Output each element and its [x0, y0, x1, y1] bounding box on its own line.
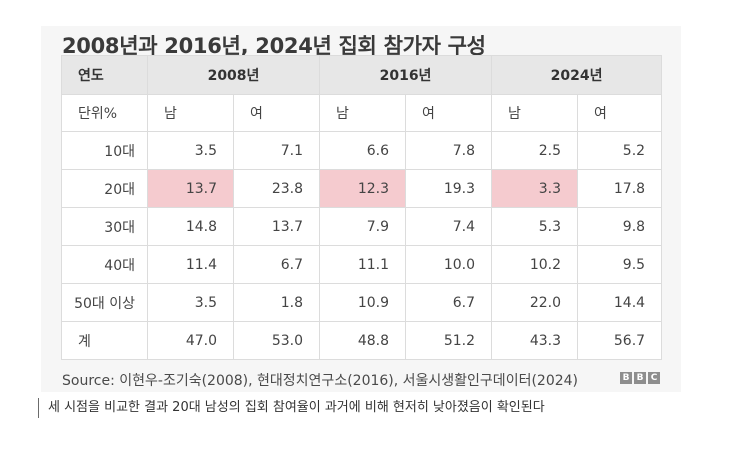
gender-header-male: 남 [491, 94, 579, 132]
table-cell: 6.6 [319, 131, 407, 170]
gender-header-male: 남 [147, 94, 234, 132]
age-group-label: 50대 이상 [61, 283, 148, 322]
table-cell: 7.1 [232, 131, 321, 170]
table-cell: 7.4 [405, 207, 493, 246]
participant-composition-table: 연도 2008년 2016년 2024년 단위% 남 여 남 여 남 여 10대… [61, 55, 663, 360]
bbc-logo: B B C [620, 372, 660, 384]
table-row: 40대 11.4 6.7 11.1 10.0 10.2 9.5 [61, 245, 663, 284]
table-cell: 11.1 [319, 245, 407, 284]
highlighted-cell-20s-male-2024: 3.3 [491, 169, 579, 208]
year-header-2024: 2024년 [491, 55, 663, 95]
gender-header-female: 여 [405, 94, 493, 132]
total-row: 계 47.0 53.0 48.8 51.2 43.3 56.7 [61, 321, 663, 360]
gender-header-female: 여 [577, 94, 663, 132]
highlighted-cell-20s-male-2016: 12.3 [319, 169, 407, 208]
table-cell: 6.7 [232, 245, 321, 284]
table-row: 30대 14.8 13.7 7.9 7.4 5.3 9.8 [61, 207, 663, 246]
table-row: 10대 3.5 7.1 6.6 7.8 2.5 5.2 [61, 131, 663, 170]
table-cell: 7.9 [319, 207, 407, 246]
bbc-logo-letter: B [634, 372, 646, 384]
table-row: 20대 13.7 23.8 12.3 19.3 3.3 17.8 [61, 169, 663, 208]
table-cell: 2.5 [491, 131, 579, 170]
table-cell: 6.7 [405, 283, 493, 322]
source-note: Source: 이현우-조기숙(2008), 현대정치연구소(2016), 서울… [62, 373, 579, 389]
table-cell: 3.5 [147, 283, 234, 322]
table-cell: 51.2 [405, 321, 493, 360]
table-cell: 14.8 [147, 207, 234, 246]
table-cell: 10.2 [491, 245, 579, 284]
bbc-logo-letter: B [620, 372, 632, 384]
year-header-2008: 2008년 [146, 55, 321, 95]
table-cell: 13.7 [232, 207, 321, 246]
table-row: 50대 이상 3.5 1.8 10.9 6.7 22.0 14.4 [61, 283, 663, 322]
table-cell: 3.5 [147, 131, 234, 170]
year-header-2016: 2016년 [319, 55, 493, 95]
table-cell: 11.4 [147, 245, 234, 284]
gender-header-row: 단위% 남 여 남 여 남 여 [61, 94, 663, 132]
table-cell: 10.9 [319, 283, 407, 322]
table-cell: 1.8 [232, 283, 321, 322]
age-group-label: 20대 [61, 169, 148, 208]
table-cell: 43.3 [491, 321, 579, 360]
table-cell: 9.8 [577, 207, 663, 246]
total-label: 계 [61, 321, 148, 360]
table-cell: 47.0 [147, 321, 234, 360]
table-cell: 5.3 [491, 207, 579, 246]
infographic-title: 2008년과 2016년, 2024년 집회 참가자 구성 [62, 34, 486, 58]
table-cell: 7.8 [405, 131, 493, 170]
table-cell: 22.0 [491, 283, 579, 322]
age-group-label: 40대 [61, 245, 148, 284]
table-cell: 23.8 [232, 169, 321, 208]
table-cell: 19.3 [405, 169, 493, 208]
table-cell: 17.8 [577, 169, 663, 208]
unit-label: 단위% [61, 94, 148, 132]
image-caption: 세 시점을 비교한 결과 20대 남성의 집회 참여율이 과거에 비해 현저히 … [38, 398, 545, 418]
age-group-label: 10대 [61, 131, 148, 170]
highlighted-cell-20s-male-2008: 13.7 [147, 169, 234, 208]
table-cell: 53.0 [232, 321, 321, 360]
year-header-row: 연도 2008년 2016년 2024년 [61, 55, 663, 95]
table-cell: 10.0 [405, 245, 493, 284]
age-group-label: 30대 [61, 207, 148, 246]
bbc-logo-letter: C [648, 372, 660, 384]
table-cell: 9.5 [577, 245, 663, 284]
gender-header-female: 여 [232, 94, 321, 132]
table-cell: 14.4 [577, 283, 663, 322]
gender-header-male: 남 [319, 94, 407, 132]
corner-header: 연도 [61, 55, 148, 95]
table-cell: 5.2 [577, 131, 663, 170]
table-cell: 48.8 [319, 321, 407, 360]
table-cell: 56.7 [577, 321, 663, 360]
